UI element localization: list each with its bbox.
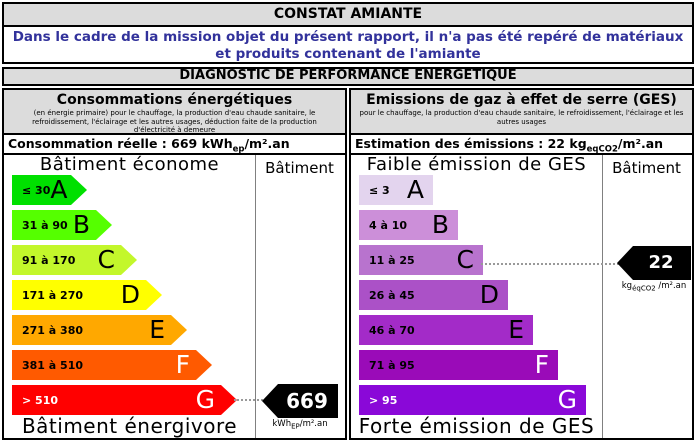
constat-header: CONSTAT AMIANTE: [2, 2, 694, 27]
ges-panel-subtitle: pour le chauffage, la production d'eau c…: [359, 109, 684, 126]
class-range: > 95: [369, 393, 398, 407]
energy-unit: kWhep/m².an: [201, 136, 290, 155]
energy-value: 669: [171, 136, 198, 151]
ges-scale-bottom-label: Forte émission de GES: [358, 414, 595, 438]
class-letter: C: [456, 245, 474, 274]
energy-marker-value: 669: [286, 389, 328, 413]
ges-class-bar-e: 46 à 70 E: [359, 315, 533, 345]
class-range: 11 à 25: [369, 253, 415, 267]
class-range: ≤ 3: [369, 183, 390, 197]
ges-scale-top-label: Faible émission de GES: [366, 154, 587, 175]
class-letter: B: [431, 210, 449, 239]
class-range: > 510: [22, 393, 59, 407]
energy-class-bars: ≤ 30 A 31 à 90 B 91 à 170 C 171 à 270 D: [12, 175, 237, 420]
energy-class-bar-g: > 510 G: [12, 385, 237, 415]
ges-dotted-connector: [481, 263, 619, 265]
energy-class-bar-d: 171 à 270 D: [12, 280, 162, 310]
dpe-panels: Consommations énergétiques (en énergie p…: [2, 88, 694, 440]
class-letter: D: [479, 280, 499, 309]
ges-value-label: Estimation des émissions :: [355, 136, 544, 151]
constat-title: CONSTAT AMIANTE: [273, 6, 423, 22]
dpe-title: DIAGNOSTIC DE PERFORMANCE ENERGETIQUE: [179, 68, 517, 83]
energy-value-label: Consommation réelle :: [8, 136, 167, 151]
class-range: 381 à 510: [22, 358, 84, 372]
energy-panel-subtitle: (en énergie primaire) pour le chauffage,…: [32, 109, 317, 134]
class-range: 71 à 95: [369, 358, 415, 372]
ges-estimation-line: Estimation des émissions : 22 kgeqCO2/m²…: [351, 135, 692, 155]
energy-scale: Bâtiment économe ≤ 30 A 31 à 90 B 91 à 1…: [4, 155, 345, 438]
class-letter: A: [50, 175, 68, 204]
class-letter: E: [149, 315, 165, 344]
class-letter: C: [97, 245, 115, 274]
ges-class-bar-d: 26 à 45 D: [359, 280, 508, 310]
ges-class-bar-c: 11 à 25 C: [359, 245, 483, 275]
ges-value: 22: [547, 136, 566, 151]
energy-class-bar-e: 271 à 380 E: [12, 315, 187, 345]
class-range: 171 à 270: [22, 288, 84, 302]
energy-panel: Consommations énergétiques (en énergie p…: [2, 88, 347, 440]
class-range: 271 à 380: [22, 323, 84, 337]
ges-panel-title: Emissions de gaz à effet de serre (GES): [366, 92, 677, 108]
class-range: 91 à 170: [22, 253, 76, 267]
class-range: ≤ 30: [22, 183, 51, 197]
energy-marker-unit: kWhEP/m².an: [272, 419, 328, 431]
energy-value-marker: 669 kWhEP/m².an: [262, 384, 338, 430]
batiment-column-divider: [602, 155, 603, 438]
class-letter: F: [534, 350, 549, 379]
left-arrow-icon: 669: [262, 384, 338, 418]
batiment-column-divider: [255, 155, 256, 438]
class-letter: A: [406, 175, 424, 204]
ges-marker-unit: kgéqCO2 /m².an: [621, 281, 687, 293]
energy-scale-top-label: Bâtiment économe: [39, 154, 220, 175]
ges-marker-value: 22: [648, 252, 674, 273]
ges-class-bar-b: 4 à 10 B: [359, 210, 458, 240]
energy-class-bar-c: 91 à 170 C: [12, 245, 137, 275]
ges-class-bars: ≤ 3 A 4 à 10 B 11 à 25 C 26 à 45 D: [359, 175, 586, 420]
ges-panel-header: Emissions de gaz à effet de serre (GES) …: [351, 90, 692, 135]
energy-class-bar-a: ≤ 30 A: [12, 175, 87, 205]
batiment-column-label: Bâtiment: [265, 159, 334, 177]
energy-panel-title: Consommations énergétiques: [56, 92, 293, 108]
class-range: 4 à 10: [369, 218, 408, 232]
left-arrow-icon: 22: [617, 246, 691, 280]
batiment-column-label: Bâtiment: [612, 159, 681, 177]
ges-unit: kgeqCO2/m².an: [569, 136, 664, 155]
class-letter: G: [195, 385, 215, 414]
class-letter: F: [175, 350, 190, 379]
ges-class-bar-f: 71 à 95 F: [359, 350, 558, 380]
ges-scale: Faible émission de GES ≤ 3 A 4 à 10 B 11…: [351, 155, 692, 438]
class-letter: G: [557, 385, 577, 414]
class-letter: B: [72, 210, 90, 239]
dpe-header: DIAGNOSTIC DE PERFORMANCE ENERGETIQUE: [2, 67, 694, 86]
ges-class-bar-a: ≤ 3 A: [359, 175, 433, 205]
energy-panel-header: Consommations énergétiques (en énergie p…: [4, 90, 345, 135]
ges-panel: Emissions de gaz à effet de serre (GES) …: [349, 88, 694, 440]
class-range: 31 à 90: [22, 218, 68, 232]
energy-scale-bottom-label: Bâtiment énergivore: [21, 414, 238, 438]
class-range: 26 à 45: [369, 288, 415, 302]
energy-dotted-connector: [234, 399, 266, 401]
amiante-statement: Dans le cadre de la mission objet du pré…: [12, 29, 684, 62]
energy-class-bar-f: 381 à 510 F: [12, 350, 212, 380]
amiante-statement-box: Dans le cadre de la mission objet du pré…: [2, 25, 694, 64]
class-range: 46 à 70: [369, 323, 415, 337]
energy-consumption-line: Consommation réelle : 669 kWhep/m².an: [4, 135, 345, 155]
ges-class-bar-g: > 95 G: [359, 385, 586, 415]
class-letter: D: [120, 280, 140, 309]
class-letter: E: [508, 315, 524, 344]
energy-class-bar-b: 31 à 90 B: [12, 210, 112, 240]
ges-value-marker: 22 kgéqCO2 /m².an: [617, 246, 691, 292]
